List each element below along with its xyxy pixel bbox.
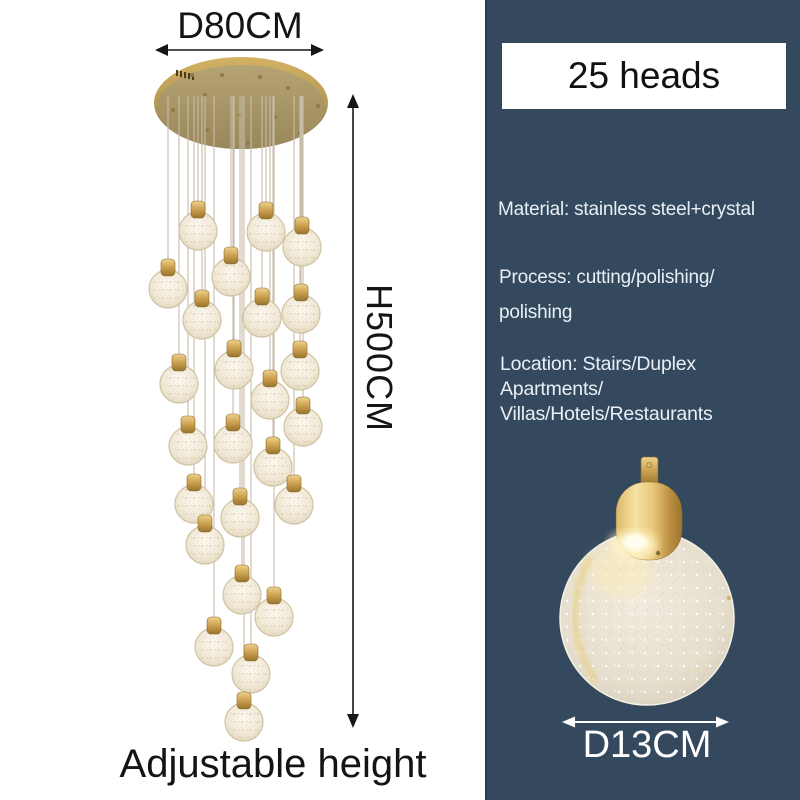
pendant-cap bbox=[160, 258, 176, 277]
spec-process: Process: cutting/polishing/ polishing bbox=[499, 260, 715, 330]
pendant-disc-texture bbox=[257, 600, 291, 634]
pendant-cap bbox=[236, 691, 252, 710]
pendant-disc-texture bbox=[256, 450, 290, 484]
pendant-cap bbox=[223, 246, 239, 265]
detail-disc bbox=[559, 530, 735, 706]
spec-line: Villas/Hotels/Restaurants bbox=[500, 403, 713, 425]
pendant-cap bbox=[234, 564, 250, 583]
pendant-heads bbox=[148, 200, 323, 742]
pendant-disc-texture bbox=[245, 301, 279, 335]
pendant-cap bbox=[225, 413, 241, 432]
spec-material: Material: stainless steel+crystal bbox=[498, 197, 755, 223]
pendant-cap bbox=[262, 369, 278, 388]
chandelier-svg bbox=[148, 44, 359, 742]
pendant-cap bbox=[286, 474, 302, 493]
pendant-disc-texture bbox=[225, 578, 259, 612]
canopy-vent-marks bbox=[176, 70, 194, 80]
pendant-cap bbox=[197, 514, 213, 533]
pendant-detail bbox=[559, 456, 735, 706]
spec-location: Location: Stairs/Duplex Apartments/ Vill… bbox=[500, 352, 713, 427]
pendant-cap bbox=[258, 201, 274, 220]
pendant-disc-texture bbox=[223, 501, 257, 535]
canopy-diameter-label: D80CM bbox=[177, 5, 303, 46]
pendant-cap bbox=[266, 586, 282, 605]
pendant-disc-texture bbox=[177, 487, 211, 521]
spec-line: Location: Stairs/Duplex bbox=[500, 353, 696, 375]
pendant-cap bbox=[292, 340, 308, 359]
canopy-width-arrow bbox=[155, 44, 324, 56]
height-arrow bbox=[347, 94, 359, 728]
led-glow bbox=[609, 531, 657, 559]
adjustable-height-label: Adjustable height bbox=[119, 742, 427, 786]
pendant-disc-texture bbox=[234, 657, 268, 691]
info-panel: 25 heads Material: stainless steel+cryst… bbox=[485, 0, 800, 800]
pendant-disc-texture bbox=[286, 410, 320, 444]
pendant-disc-texture bbox=[217, 353, 251, 387]
pendant-disc-texture bbox=[185, 303, 219, 337]
spec-line: Apartments/ bbox=[500, 378, 603, 400]
pendant-cap bbox=[180, 415, 196, 434]
pendant-cap bbox=[232, 487, 248, 506]
pendant-disc-texture bbox=[214, 260, 248, 294]
spec-line: Process: cutting/polishing/ bbox=[499, 267, 715, 288]
pendant-disc-texture bbox=[197, 630, 231, 664]
pendant-disc-texture bbox=[188, 528, 222, 562]
pendant-disc-texture bbox=[227, 705, 261, 739]
pendant-cap bbox=[190, 200, 206, 219]
pendant-cap bbox=[186, 473, 202, 492]
pendant-disc-texture bbox=[162, 367, 196, 401]
pendant-disc-texture bbox=[277, 488, 311, 522]
height-label: H500CM bbox=[359, 284, 400, 433]
pendant-cap bbox=[194, 289, 210, 308]
pendant-cap bbox=[294, 216, 310, 235]
pendant-cap bbox=[265, 436, 281, 455]
spec-line: polishing bbox=[499, 302, 573, 323]
pendant-disc-texture bbox=[151, 272, 185, 306]
pendant-disc-texture bbox=[181, 214, 215, 248]
pendant-disc-texture bbox=[284, 297, 318, 331]
pendant-cap bbox=[171, 353, 187, 372]
pendant-disc-texture bbox=[249, 215, 283, 249]
detail-gold-bracket bbox=[615, 456, 683, 561]
pendant-disc-texture bbox=[171, 429, 205, 463]
pendant-disc-texture bbox=[283, 354, 317, 388]
chandelier-illustration: D80CM H500CM Adjustable height bbox=[119, 5, 427, 786]
pendant-cap bbox=[295, 396, 311, 415]
pendant-cap bbox=[206, 616, 222, 635]
pendant-cap bbox=[226, 339, 242, 358]
pendant-disc-texture bbox=[253, 383, 287, 417]
spec-line: Material: stainless steel+crystal bbox=[498, 199, 755, 220]
pendant-cap bbox=[254, 287, 270, 306]
pendant-cap bbox=[243, 643, 259, 662]
pendant-cap bbox=[293, 283, 309, 302]
heads-count-badge: 25 heads bbox=[502, 43, 786, 109]
pendant-disc-texture bbox=[216, 427, 250, 461]
detail-disc-gold-rim bbox=[571, 555, 599, 684]
pendant-disc-texture bbox=[285, 230, 319, 264]
pendant-diameter-label: D13CM bbox=[582, 724, 712, 766]
